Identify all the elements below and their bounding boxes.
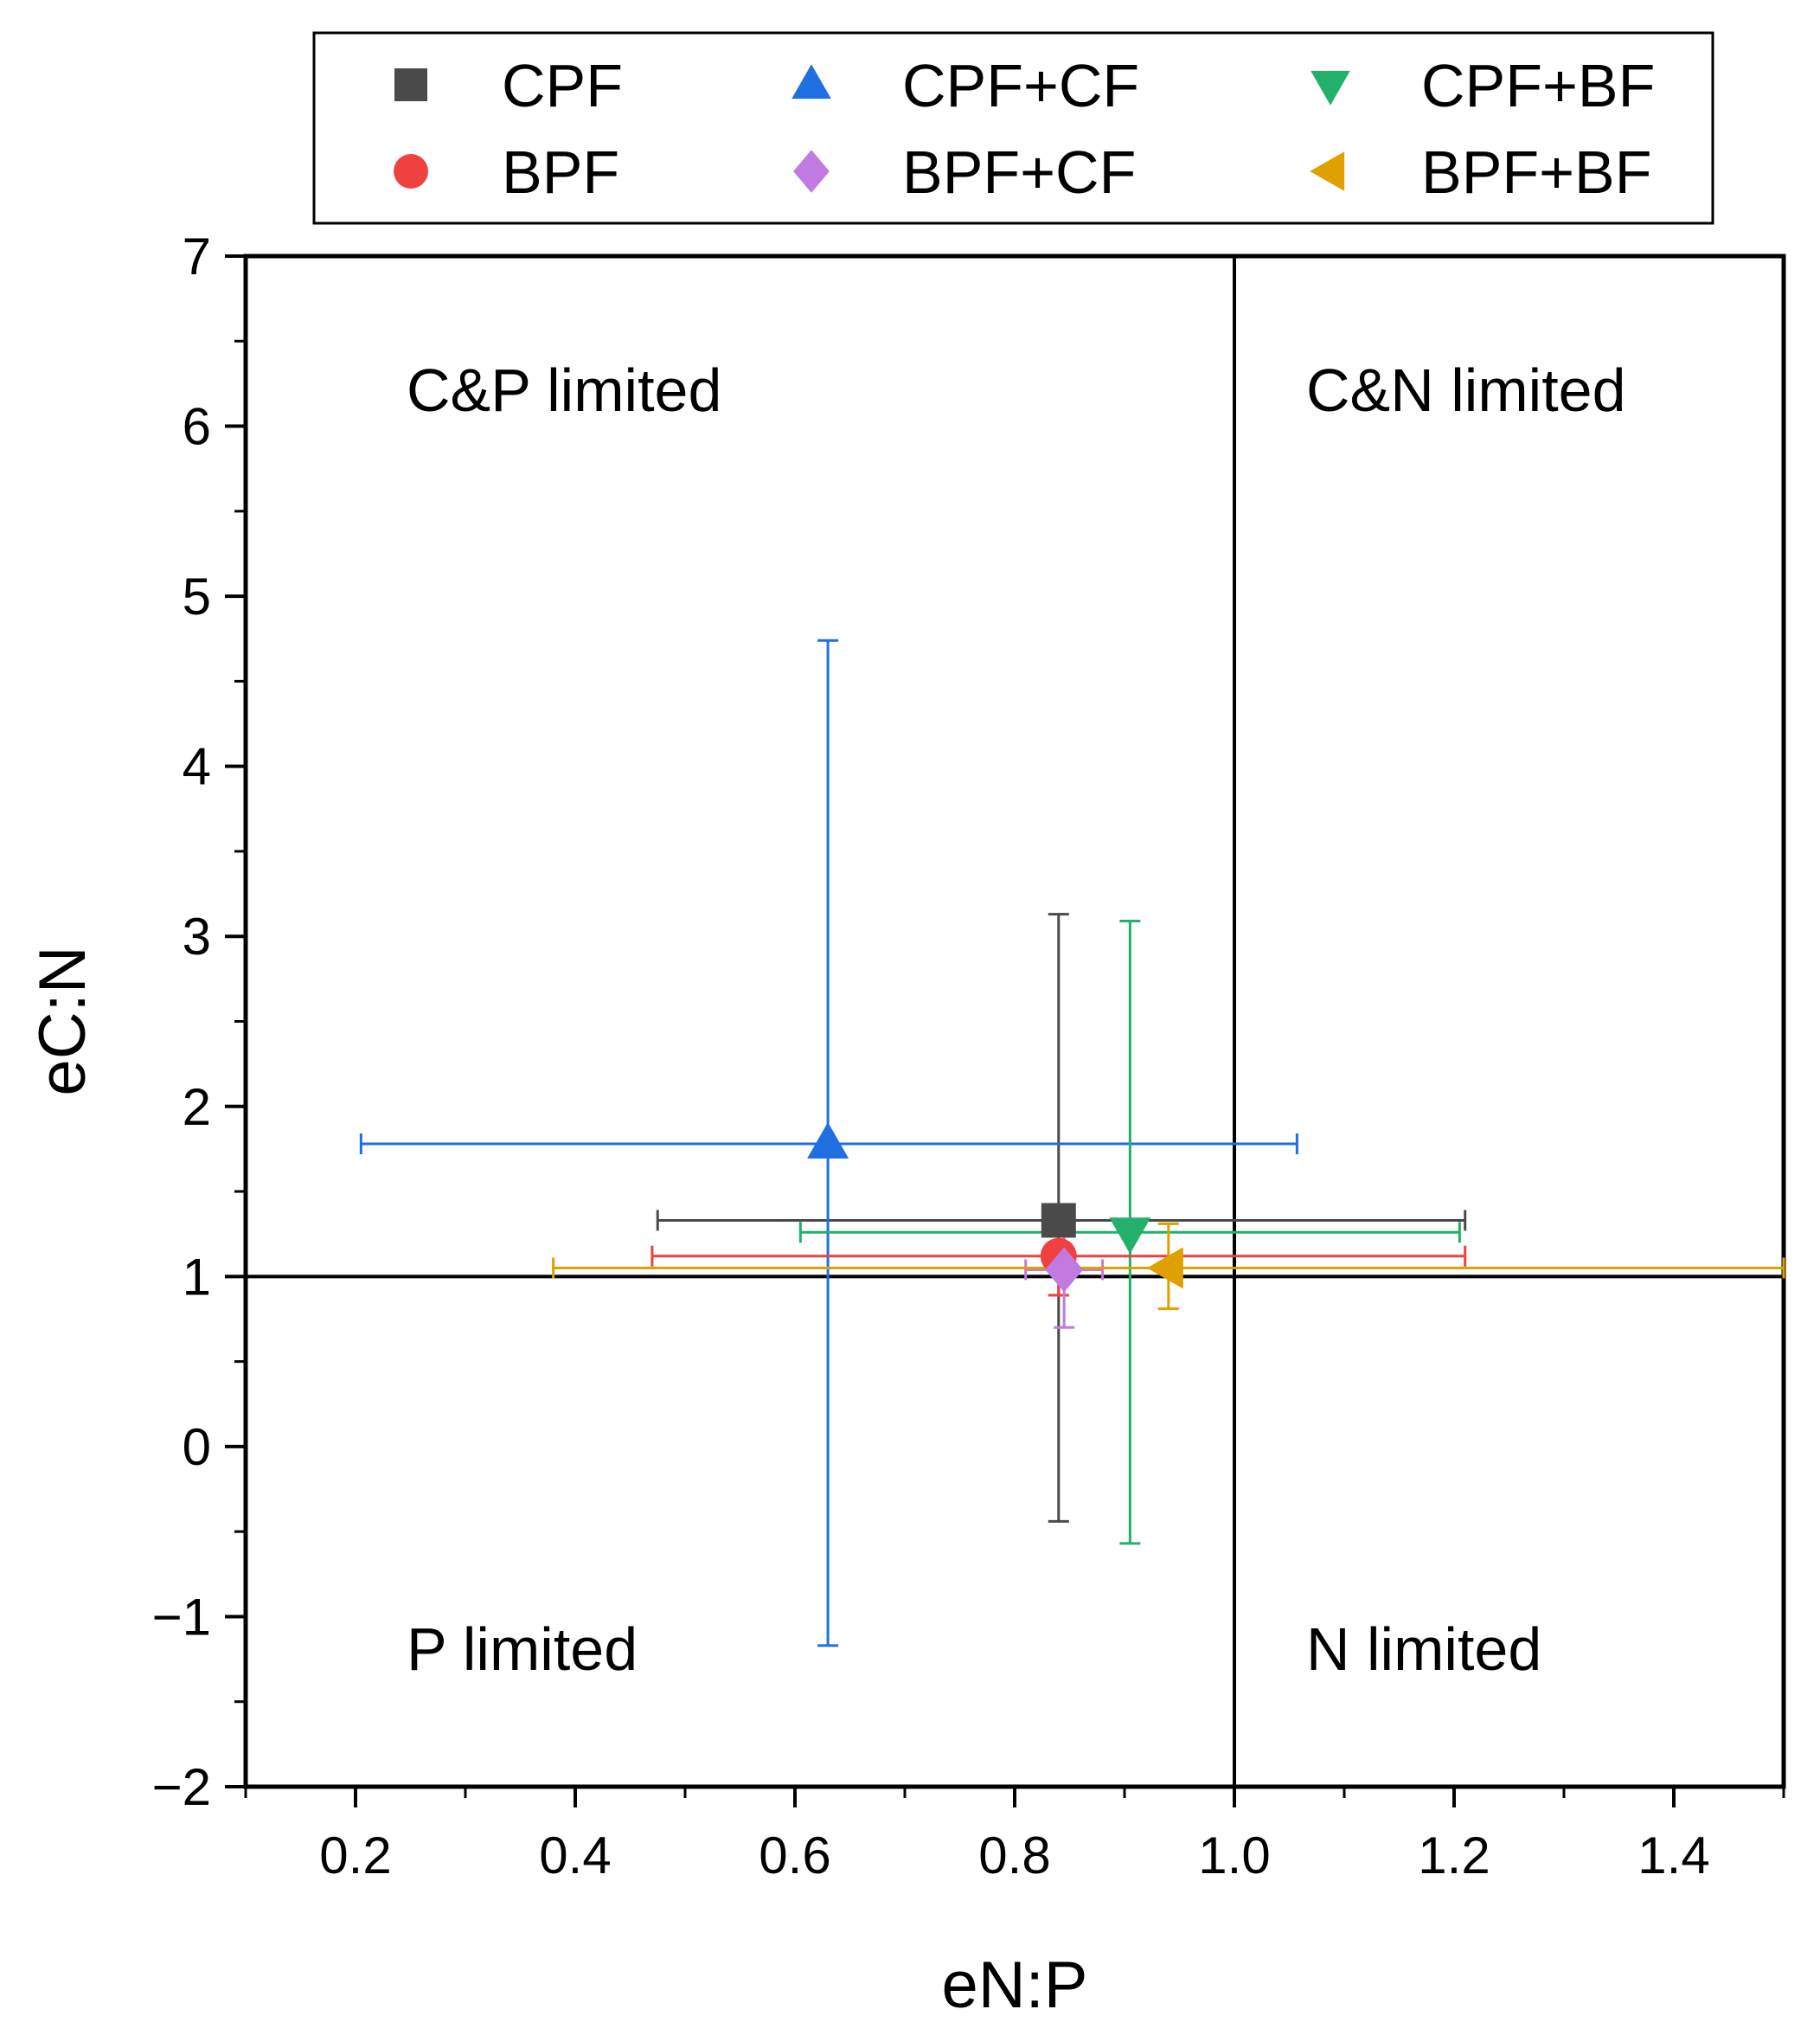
legend-marker-cpf-plus-cf [791, 64, 831, 100]
x-tick-label: 0.2 [319, 1826, 391, 1884]
legend-label-cpf-plus-bf: CPF+BF [1421, 52, 1655, 119]
y-axis: −2 −1 0 1 2 3 4 5 6 7 [152, 228, 246, 1816]
y-tick-label: 4 [183, 738, 211, 796]
legend-label-bpf-plus-cf: BPF+CF [902, 138, 1136, 206]
legend-label-cpf-plus-cf: CPF+CF [902, 52, 1139, 119]
x-tick-label: 0.4 [539, 1826, 611, 1884]
region-label-n-limited: N limited [1306, 1615, 1541, 1683]
region-label-cn-limited: C&N limited [1306, 356, 1626, 424]
legend-box [312, 31, 1714, 225]
legend-label-cpf: CPF [502, 52, 623, 119]
plot-frame [243, 254, 1786, 1789]
y-tick-label: 5 [183, 568, 211, 626]
legend: CPF CPF+CF CPF+BF BPF BPF+CF BPF+BF [312, 31, 1714, 225]
region-label-p-limited: P limited [407, 1615, 638, 1683]
x-axis: 0.2 0.4 0.6 0.8 1.0 1.2 1.4 [244, 1787, 1785, 1884]
y-tick-label: 1 [183, 1248, 211, 1306]
y-tick-label: 7 [183, 228, 211, 286]
x-tick-label: 1.2 [1418, 1826, 1490, 1884]
legend-marker-bpf-plus-cf [793, 150, 830, 193]
x-tick-label: 0.8 [978, 1826, 1050, 1884]
data-point-bpf-plus-bf [1146, 1247, 1183, 1289]
y-tick-label: 3 [183, 908, 211, 966]
x-tick-label: 0.6 [759, 1826, 830, 1884]
data-markers [807, 1122, 1183, 1293]
data-point-cpf [1041, 1203, 1076, 1238]
legend-marker-bpf [394, 154, 428, 189]
error-bars [359, 639, 1785, 1647]
y-tick-label: 2 [183, 1078, 211, 1136]
legend-label-bpf-plus-bf: BPF+BF [1421, 138, 1651, 206]
x-tick-label: 1.0 [1198, 1826, 1270, 1884]
y-tick-label: −2 [152, 1758, 211, 1816]
y-tick-label: 0 [183, 1418, 211, 1476]
x-tick-label: 1.4 [1637, 1826, 1709, 1884]
x-axis-title: eN:P [942, 1948, 1088, 2022]
data-point-bpf-plus-cf [1045, 1247, 1084, 1293]
y-tick-label: −1 [152, 1588, 211, 1646]
legend-marker-bpf-plus-bf [1310, 151, 1345, 191]
legend-label-bpf: BPF [502, 138, 619, 206]
region-label-cp-limited: C&P limited [407, 356, 721, 424]
legend-marker-cpf [394, 68, 427, 101]
legend-marker-cpf-plus-bf [1311, 70, 1350, 106]
y-tick-label: 6 [183, 398, 211, 456]
data-point-cpf-plus-cf [807, 1122, 849, 1159]
data-point-cpf-plus-bf [1109, 1217, 1151, 1255]
y-axis-title: eC:N [26, 946, 99, 1095]
